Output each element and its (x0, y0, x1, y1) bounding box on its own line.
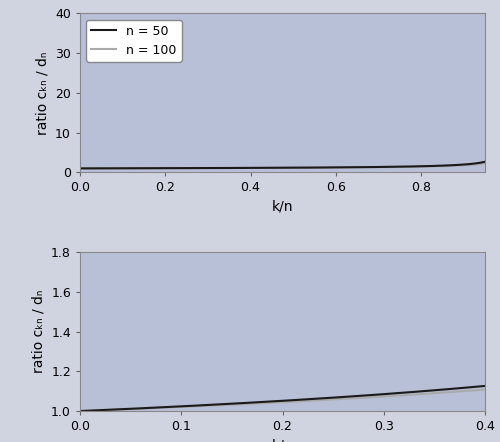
n = 50 (118, 407, 124, 412)
n = 100 (355, 395, 361, 400)
n = 100 (255, 165, 261, 171)
n = 100 (392, 164, 398, 170)
Line: n = 50: n = 50 (80, 386, 485, 411)
n = 100 (256, 401, 262, 406)
Legend: n = 50, n = 100: n = 50, n = 100 (86, 19, 182, 62)
n = 100 (118, 407, 124, 412)
n = 50 (118, 166, 124, 171)
n = 100 (77, 166, 83, 171)
n = 50 (355, 164, 361, 170)
n = 50 (241, 400, 247, 406)
n = 100 (482, 387, 488, 392)
n = 50 (240, 165, 246, 171)
n = 100 (240, 165, 246, 171)
n = 50 (355, 393, 361, 399)
n = 100 (355, 165, 361, 170)
Line: n = 100: n = 100 (80, 164, 484, 168)
n = 50 (482, 159, 488, 164)
n = 100 (241, 401, 247, 407)
n = 50 (77, 408, 83, 414)
X-axis label: k/n: k/n (272, 200, 293, 214)
n = 50 (256, 400, 262, 405)
n = 100 (482, 161, 488, 166)
Y-axis label: ratio cₖₙ / dₙ: ratio cₖₙ / dₙ (36, 51, 50, 134)
X-axis label: k/n: k/n (272, 438, 293, 442)
n = 100 (77, 408, 83, 414)
n = 50 (392, 164, 398, 169)
Line: n = 100: n = 100 (80, 389, 485, 411)
n = 100 (393, 393, 399, 398)
n = 100 (400, 392, 406, 398)
n = 50 (400, 164, 406, 169)
n = 50 (482, 383, 488, 389)
n = 50 (255, 165, 261, 171)
n = 50 (393, 391, 399, 396)
Y-axis label: ratio cₖₙ / dₙ: ratio cₖₙ / dₙ (32, 290, 46, 373)
n = 50 (400, 390, 406, 396)
n = 100 (118, 166, 124, 171)
n = 50 (77, 166, 83, 171)
n = 100 (400, 164, 406, 170)
Line: n = 50: n = 50 (80, 162, 484, 168)
